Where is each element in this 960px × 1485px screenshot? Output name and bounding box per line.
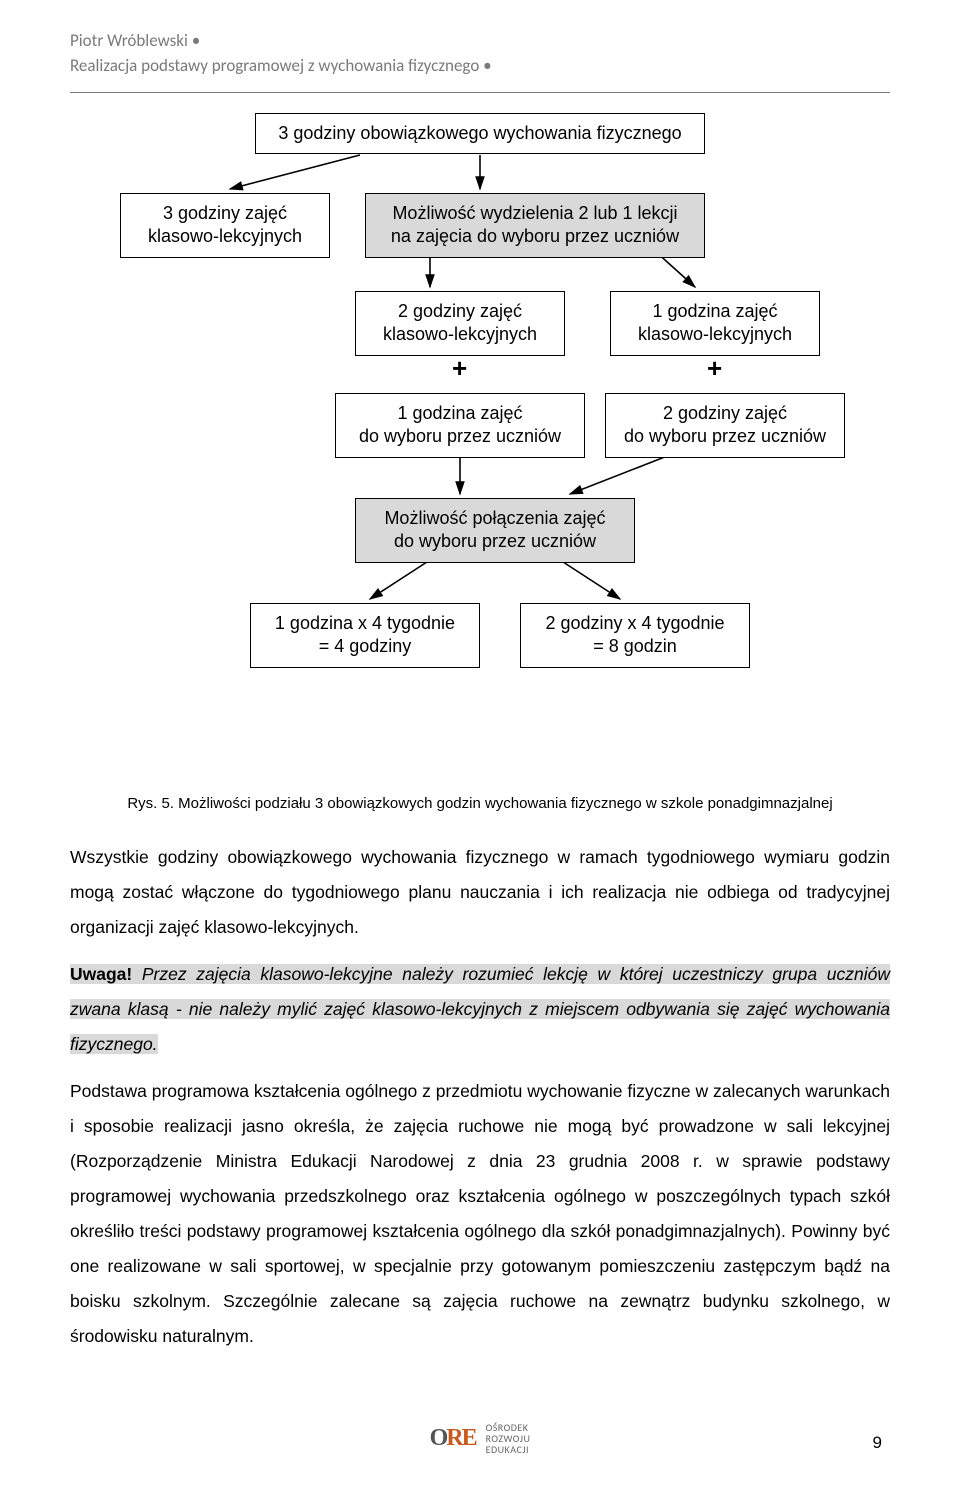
- page-header: Piotr Wróblewski • Realizacja podstawy p…: [0, 0, 960, 86]
- header-author: Piotr Wróblewski •: [70, 30, 890, 53]
- footer-org-text: Ośrodek Rozwoju Edukacji: [486, 1422, 531, 1455]
- paragraph-1: Wszystkie godziny obowiązkowego wychowan…: [70, 840, 890, 945]
- figure-caption: Rys. 5. Możliwości podziału 3 obowiązkow…: [70, 795, 890, 812]
- plus-sign-left: +: [452, 353, 467, 384]
- flowchart-box-merge: Możliwość połączenia zajęćdo wyboru prze…: [355, 498, 635, 563]
- uwaga-body: Przez zajęcia klasowo-lekcyjne należy ro…: [70, 964, 890, 1054]
- flowchart-box-b_right: 2 godziny x 4 tygodnie= 8 godzin: [520, 603, 750, 668]
- header-title: Realizacja podstawy programowej z wychow…: [70, 55, 890, 78]
- flowchart-box-l1_left: 3 godziny zajęćklasowo-lekcyjnych: [120, 193, 330, 258]
- paragraph-3: Podstawa programowa kształcenia ogólnego…: [70, 1074, 890, 1354]
- flowchart-box-b_left: 1 godzina x 4 tygodnie= 4 godziny: [250, 603, 480, 668]
- flowchart-box-l1_right: Możliwość wydzielenia 2 lub 1 lekcjina z…: [365, 193, 705, 258]
- flowchart-box-l3_right: 2 godziny zajęćdo wyboru przez uczniów: [605, 393, 845, 458]
- flowchart-box-top: 3 godziny obowiązkowego wychowania fizyc…: [255, 113, 705, 154]
- paragraph-2: Uwaga! Przez zajęcia klasowo-lekcyjne na…: [70, 957, 890, 1062]
- flowchart-box-l3_left: 1 godzina zajęćdo wyboru przez uczniów: [335, 393, 585, 458]
- flowchart-box-l2_left: 2 godziny zajęćklasowo-lekcyjnych: [355, 291, 565, 356]
- footer-line-3: Edukacji: [486, 1444, 531, 1455]
- uwaga-label: Uwaga!: [70, 964, 132, 984]
- header-divider: [70, 92, 890, 93]
- page-footer: ORE Ośrodek Rozwoju Edukacji: [0, 1422, 960, 1455]
- flowchart-box-l2_right: 1 godzina zajęćklasowo-lekcyjnych: [610, 291, 820, 356]
- flowchart-diagram: 3 godziny obowiązkowego wychowania fizyc…: [110, 113, 850, 783]
- page-number: 9: [873, 1433, 882, 1453]
- plus-sign-right: +: [707, 353, 722, 384]
- logo-mark: ORE: [430, 1425, 476, 1452]
- footer-logo: ORE Ośrodek Rozwoju Edukacji: [430, 1422, 531, 1455]
- body-text: Wszystkie godziny obowiązkowego wychowan…: [70, 840, 890, 1354]
